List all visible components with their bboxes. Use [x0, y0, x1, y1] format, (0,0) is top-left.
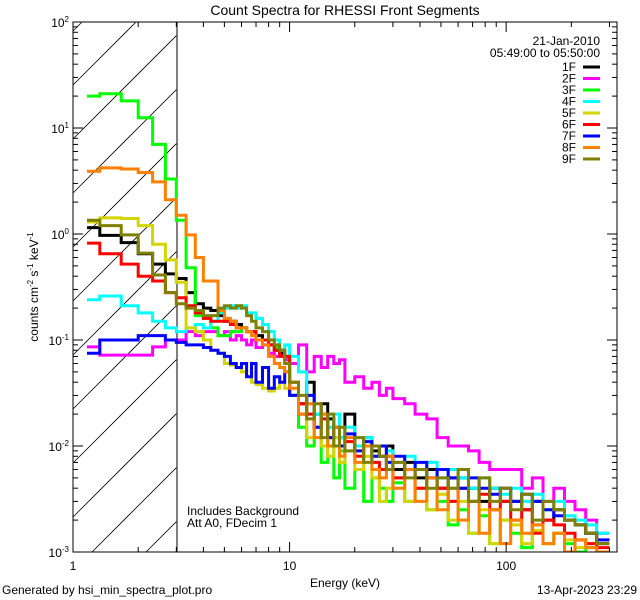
x-axis-label: Energy (keV): [310, 576, 380, 590]
hatch-line: [72, 305, 177, 410]
annotation-background: Includes Background: [187, 504, 299, 518]
annotation-attenuator: Att A0, FDecim 1: [187, 516, 277, 530]
observation-time-range: 05:49:00 to 05:50:00: [490, 46, 600, 60]
plot-timestamp: 13-Apr-2023 23:29: [537, 583, 637, 597]
legend-label: 7F: [562, 129, 576, 143]
axis-ticks: [72, 21, 617, 553]
x-tick-label: 1: [70, 559, 77, 573]
y-tick-labels: 102 101 100 10-1 10-2 10-3: [49, 15, 70, 560]
y-tick-label: 101: [51, 121, 69, 136]
legend-label: 8F: [562, 141, 576, 155]
chart-title: Count Spectra for RHESSI Front Segments: [210, 2, 479, 18]
legend: 1F 2F 3F 4F 5F 6F 7F 8F 9F: [562, 60, 600, 166]
x-tick-labels: 1 10 100: [70, 559, 517, 573]
series-line-8F: [87, 166, 610, 552]
below-3kev-hatch: [72, 21, 177, 553]
y-axis-label: counts cm-2 s-1 keV-1: [26, 232, 41, 342]
y-tick-label: 10-3: [49, 545, 70, 560]
x-tick-label: 100: [496, 559, 516, 573]
hatch-line: [72, 21, 137, 86]
observation-date: 21-Jan-2010: [533, 34, 601, 48]
series-line-9F: [87, 218, 610, 546]
hatch-line: [72, 89, 177, 194]
hatch-line: [72, 413, 177, 518]
legend-label: 3F: [562, 83, 576, 97]
hatch-line: [91, 467, 177, 553]
y-tick-label: 102: [51, 15, 69, 30]
hatch-line: [72, 35, 177, 140]
legend-label: 1F: [562, 60, 576, 74]
legend-label: 9F: [562, 152, 576, 166]
generated-by-footer: Generated by hsi_min_spectra_plot.pro: [2, 583, 212, 597]
hatch-line: [72, 359, 177, 464]
legend-label: 2F: [562, 72, 576, 86]
hatch-line: [72, 143, 177, 248]
y-tick-label: 10-2: [49, 439, 70, 454]
legend-label: 4F: [562, 95, 576, 109]
legend-label: 6F: [562, 118, 576, 132]
series-group: [87, 92, 610, 552]
hatch-line: [72, 197, 177, 302]
hatch-line: [72, 251, 177, 356]
x-tick-label: 10: [283, 559, 297, 573]
plot-frame: [72, 21, 618, 553]
y-tick-label: 10-1: [49, 333, 70, 348]
y-tick-label: 100: [51, 227, 69, 242]
legend-label: 5F: [562, 106, 576, 120]
hatch-line: [145, 521, 177, 553]
